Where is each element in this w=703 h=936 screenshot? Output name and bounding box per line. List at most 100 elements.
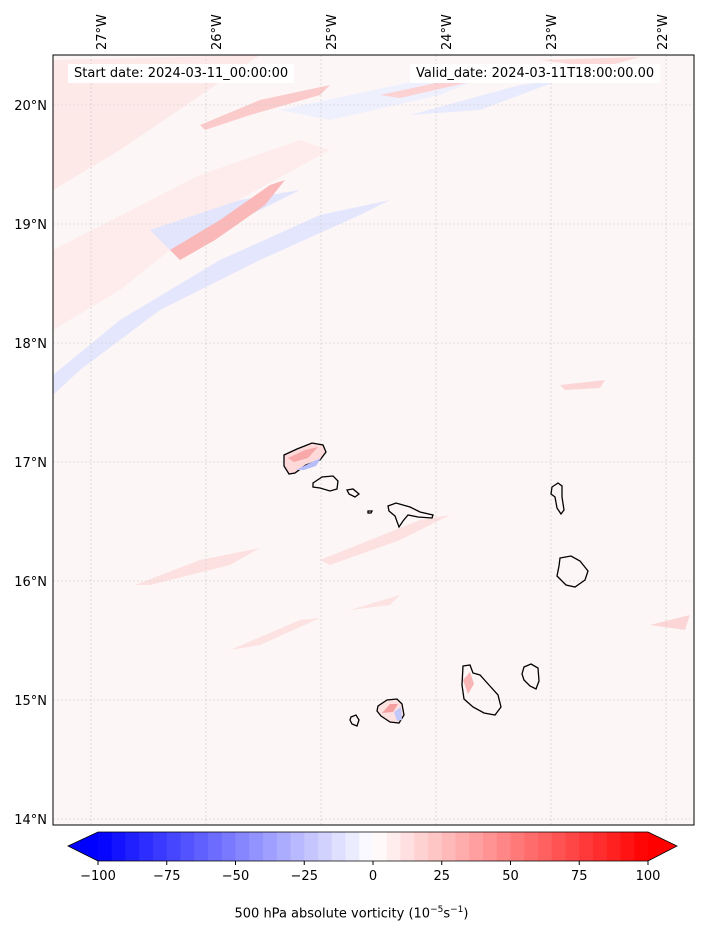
lat-label: 17°N	[14, 456, 47, 471]
island-santiago	[461, 664, 502, 716]
colorbar-segment	[441, 832, 457, 861]
colorbar-segment	[345, 832, 360, 861]
lon-label: 26°W	[210, 14, 225, 50]
lon-label: 23°W	[545, 14, 560, 50]
colorbar-label-unit: s	[443, 906, 451, 922]
colorbar-extend-max	[648, 832, 677, 861]
colorbar-segment	[373, 832, 388, 861]
colorbar-segments	[98, 832, 649, 861]
island-sal	[550, 482, 565, 516]
colorbar-label-suffix: )	[463, 906, 469, 922]
colorbar-segment	[524, 832, 539, 861]
gridlines	[53, 55, 694, 825]
colorbar-segment	[620, 832, 635, 861]
colorbar-segment	[414, 832, 429, 861]
lat-label: 16°N	[14, 575, 47, 590]
map-background	[53, 55, 694, 825]
colorbar-segment	[318, 832, 333, 861]
lat-label: 15°N	[14, 694, 47, 709]
colorbar-extend-min	[68, 832, 98, 861]
vorticity-streak-positive	[135, 548, 260, 585]
start-date-annotation: Start date: 2024-03-11_00:00:00	[68, 64, 295, 83]
colorbar-segment	[455, 832, 470, 861]
island-santa-luzia	[346, 488, 361, 498]
vorticity-band-negative	[410, 80, 560, 115]
colorbar-segment	[304, 832, 319, 861]
colorbar-segment	[263, 832, 278, 861]
vorticity-streak-positive	[380, 80, 470, 98]
colorbar-segment	[194, 832, 209, 861]
colorbar-segment	[125, 832, 140, 861]
vorticity-patch-positive	[53, 55, 260, 190]
lat-label: 20°N	[14, 99, 47, 114]
colorbar-segment	[386, 832, 402, 861]
valid-date-annotation: Valid_date: 2024-03-11T18:00:00.00	[410, 64, 661, 83]
colorbar-segment	[538, 832, 553, 861]
island-maio	[521, 663, 540, 690]
lon-label: 22°W	[656, 14, 671, 50]
colorbar-label-exponent: −5	[430, 905, 444, 915]
colorbar-tick-label: −75	[153, 869, 180, 884]
vorticity-streak-positive	[320, 515, 450, 565]
colorbar-segment	[153, 832, 168, 861]
colorbar-segment	[208, 832, 223, 861]
colorbar-tick-label: −100	[80, 869, 116, 884]
vorticity-streak-positive	[540, 57, 640, 68]
colorbar-segment	[249, 832, 264, 861]
vorticity-streak-positive	[200, 85, 330, 130]
colorbar-tick-label: 0	[369, 869, 377, 884]
island-sao-nicolau	[387, 502, 434, 529]
vorticity-field	[53, 55, 690, 650]
colorbar-segment	[98, 832, 113, 861]
island-ilheu	[367, 510, 374, 514]
colorbar: −100 −75 −50 −25 0 25 50 75 100	[67, 831, 678, 884]
colorbar-segment	[400, 832, 415, 861]
colorbar-segment	[483, 832, 498, 861]
island-brava	[349, 714, 360, 727]
vorticity-island-negative	[394, 707, 402, 721]
colorbar-segment	[606, 832, 622, 861]
colorbar-segment	[551, 832, 567, 861]
colorbar-ticks: −100 −75 −50 −25 0 25 50 75 100	[80, 861, 660, 884]
latitude-labels: 14°N 15°N 16°N 17°N 18°N 19°N 20°N	[14, 99, 47, 828]
vorticity-streak-positive	[350, 595, 400, 610]
colorbar-segment	[579, 832, 594, 861]
lon-label: 27°W	[95, 14, 110, 50]
lon-label: 25°W	[325, 14, 340, 50]
colorbar-segment	[221, 832, 237, 861]
colorbar-segment	[634, 832, 649, 861]
island-sao-vicente	[312, 475, 339, 492]
colorbar-segment	[276, 832, 292, 861]
longitude-labels: 27°W 26°W 25°W 24°W 23°W 22°W	[95, 14, 671, 50]
colorbar-label: 500 hPa absolute vorticity (10−5s−1)	[0, 905, 703, 921]
colorbar-segment	[139, 832, 154, 861]
colorbar-segment	[428, 832, 443, 861]
map-frame	[52, 54, 695, 826]
vorticity-streak-positive	[230, 618, 320, 650]
colorbar-tick-label: 75	[571, 869, 588, 884]
colorbar-segment	[565, 832, 580, 861]
lat-label: 14°N	[14, 813, 47, 828]
colorbar-segment	[235, 832, 250, 861]
colorbar-segment	[510, 832, 525, 861]
colorbar-segment	[359, 832, 374, 861]
colorbar-tick-label: −25	[291, 869, 318, 884]
island-boa-vista	[556, 555, 589, 588]
vorticity-streak-positive	[560, 380, 605, 390]
vorticity-island-positive	[288, 447, 318, 462]
colorbar-tick-label: 100	[636, 869, 661, 884]
colorbar-segment	[496, 832, 512, 861]
colorbar-segment	[593, 832, 608, 861]
vorticity-patch-positive	[53, 140, 330, 330]
vorticity-island-positive	[382, 704, 398, 713]
colorbar-tick-label: 50	[502, 869, 519, 884]
lat-label: 18°N	[14, 337, 47, 352]
vorticity-island-positive	[463, 672, 474, 694]
colorbar-segment	[111, 832, 127, 861]
colorbar-segment	[290, 832, 305, 861]
colorbar-tick-label: 25	[433, 869, 450, 884]
colorbar-segment	[166, 832, 182, 861]
colorbar-segment	[180, 832, 195, 861]
vorticity-streak-positive	[650, 615, 690, 630]
